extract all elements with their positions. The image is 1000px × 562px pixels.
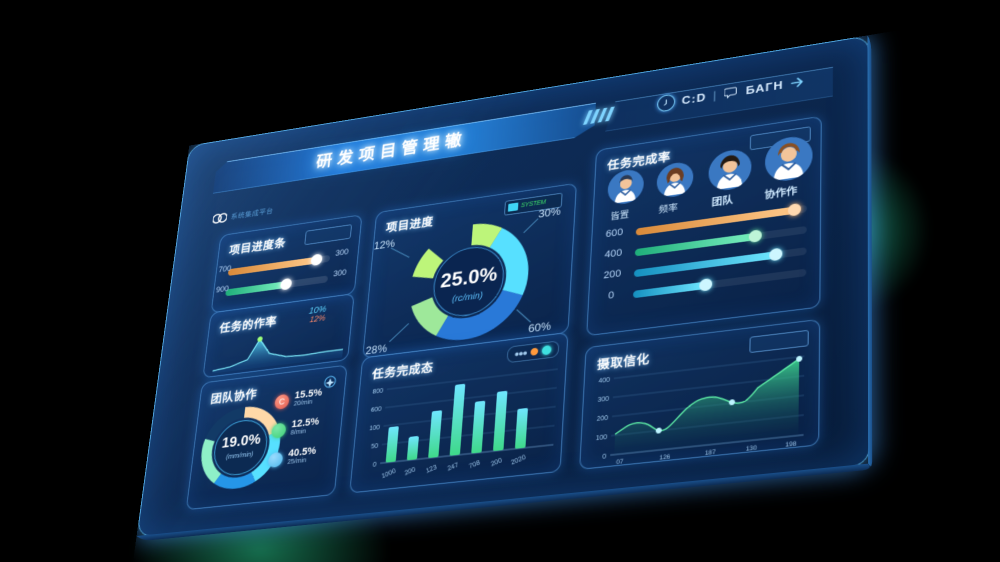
svg-text:100: 100 <box>595 434 607 443</box>
svg-text:600: 600 <box>371 406 383 414</box>
svg-text:0: 0 <box>602 453 607 461</box>
svg-text:300: 300 <box>597 395 609 404</box>
svg-text:126: 126 <box>659 454 671 462</box>
svg-text:198: 198 <box>785 441 797 449</box>
svg-text:1000: 1000 <box>381 467 397 480</box>
svg-text:400: 400 <box>598 376 610 385</box>
svg-text:07: 07 <box>616 459 623 466</box>
svg-text:200: 200 <box>404 466 417 477</box>
svg-text:123: 123 <box>425 464 438 475</box>
svg-text:130: 130 <box>746 445 758 453</box>
svg-text:100: 100 <box>369 424 381 432</box>
svg-text:708: 708 <box>468 459 481 470</box>
svg-text:200: 200 <box>596 414 608 423</box>
svg-text:2020: 2020 <box>510 454 527 467</box>
svg-text:800: 800 <box>372 387 384 395</box>
svg-text:247: 247 <box>447 461 460 472</box>
svg-text:187: 187 <box>705 450 716 458</box>
svg-text:0: 0 <box>372 461 377 469</box>
svg-text:50: 50 <box>371 443 379 451</box>
svg-text:200: 200 <box>490 457 503 468</box>
